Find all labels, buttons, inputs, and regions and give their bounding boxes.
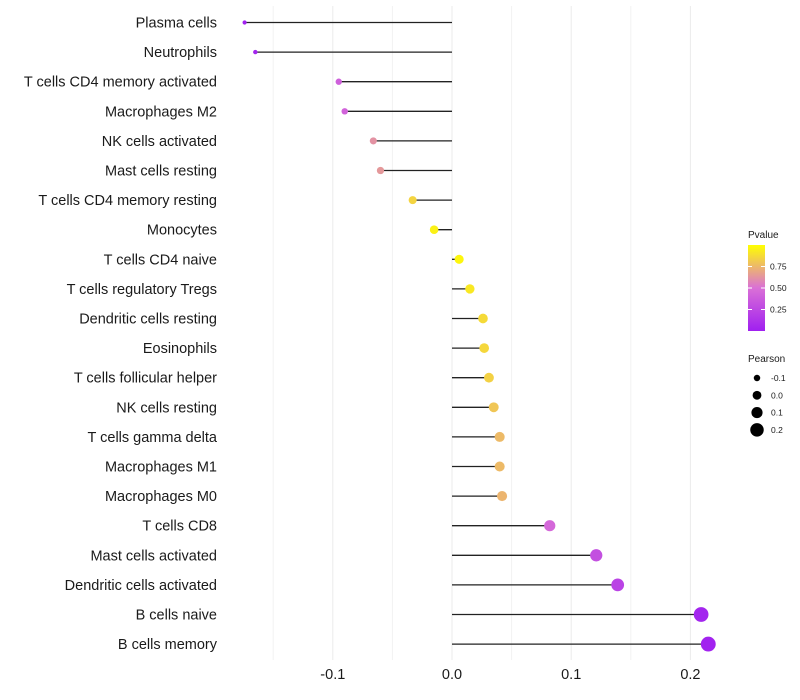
lollipop-point xyxy=(693,607,709,622)
lollipop-point xyxy=(611,578,625,592)
lollipop-point xyxy=(454,254,464,264)
lollipop-point xyxy=(488,402,499,413)
y-axis-label: Dendritic cells activated xyxy=(65,578,217,594)
y-axis-label: NK cells resting xyxy=(116,400,217,416)
y-axis-label: T cells CD4 memory resting xyxy=(38,193,217,209)
pearson-legend: Pearson -0.1 0.0 0.1 0.2 xyxy=(748,354,786,437)
size-key-label: 0.1 xyxy=(771,408,783,418)
colorbar-tick-label: 0.75 xyxy=(770,262,787,272)
size-key-label: 0.0 xyxy=(771,390,783,400)
x-tick-label: 0.1 xyxy=(561,667,581,683)
lollipop-point xyxy=(253,49,258,55)
lollipop-point xyxy=(494,461,505,472)
y-axis-label: NK cells activated xyxy=(102,134,217,150)
y-axis-label: T cells CD4 memory activated xyxy=(24,75,217,91)
y-axis-label: B cells memory xyxy=(118,637,218,653)
y-axis-label: B cells naive xyxy=(136,608,217,624)
y-axis-label: Mast cells activated xyxy=(90,548,217,564)
y-axis-labels: Plasma cells Neutrophils T cells CD4 memor… xyxy=(24,16,218,654)
pearson-legend-title: Pearson xyxy=(748,354,785,365)
y-axis-label: T cells regulatory Tregs xyxy=(67,282,217,298)
size-key-dot xyxy=(751,407,763,419)
lollipop-point xyxy=(590,549,603,562)
lollipop-point xyxy=(478,313,488,324)
lollipop-point xyxy=(700,636,716,652)
lollipop-point xyxy=(341,108,348,115)
y-axis-label: T cells follicular helper xyxy=(74,371,217,387)
lollipop-point xyxy=(497,491,508,502)
y-axis-label: Macrophages M2 xyxy=(105,104,217,120)
y-axis-label: T cells gamma delta xyxy=(88,430,218,446)
pvalue-colorbar xyxy=(748,245,765,331)
size-key-dot xyxy=(750,423,764,437)
size-key-label: -0.1 xyxy=(771,373,786,383)
colorbar-tick-label: 0.50 xyxy=(770,283,787,293)
y-axis-label: Macrophages M0 xyxy=(105,489,217,505)
y-axis-label: T cells CD4 naive xyxy=(104,252,217,268)
x-tick-label: 0.0 xyxy=(442,667,462,683)
lollipop-point xyxy=(376,166,385,175)
y-axis-label: Neutrophils xyxy=(144,45,217,61)
lollipop-point xyxy=(479,343,490,353)
size-key-dot xyxy=(752,390,762,400)
lollipop-point xyxy=(408,196,417,205)
lollipop-point xyxy=(335,78,342,85)
x-tick-label: -0.1 xyxy=(320,667,345,683)
y-axis-label: Mast cells resting xyxy=(105,164,217,180)
x-tick-label: 0.2 xyxy=(680,667,700,683)
x-axis-tick-labels: -0.1 0.0 0.1 0.2 xyxy=(320,667,700,683)
y-axis-label: Dendritic cells resting xyxy=(79,312,217,328)
lollipop-point xyxy=(429,225,439,234)
y-axis-label: Macrophages M1 xyxy=(105,460,217,476)
colorbar-tick-label: 0.25 xyxy=(770,305,787,315)
lollipop-point xyxy=(494,431,505,442)
lollipop-point xyxy=(484,372,494,383)
pvalue-legend-title: Pvalue xyxy=(748,230,779,241)
pvalue-legend: Pvalue 0.25 0.50 0.75 xyxy=(748,230,787,331)
size-key-label: 0.2 xyxy=(771,425,783,435)
lollipop-segments xyxy=(244,21,709,645)
lollipop-point xyxy=(544,520,556,532)
lollipop-point xyxy=(242,20,247,25)
y-axis-label: Plasma cells xyxy=(136,16,217,32)
size-key-dot xyxy=(753,374,761,382)
lollipop-point xyxy=(465,284,475,294)
grid-lines xyxy=(272,6,691,660)
y-axis-label: T cells CD8 xyxy=(142,519,217,535)
y-axis-label: Monocytes xyxy=(147,223,217,239)
y-axis-label: Eosinophils xyxy=(143,341,217,357)
lollipop-point xyxy=(369,137,377,145)
lollipop-points xyxy=(242,20,716,652)
